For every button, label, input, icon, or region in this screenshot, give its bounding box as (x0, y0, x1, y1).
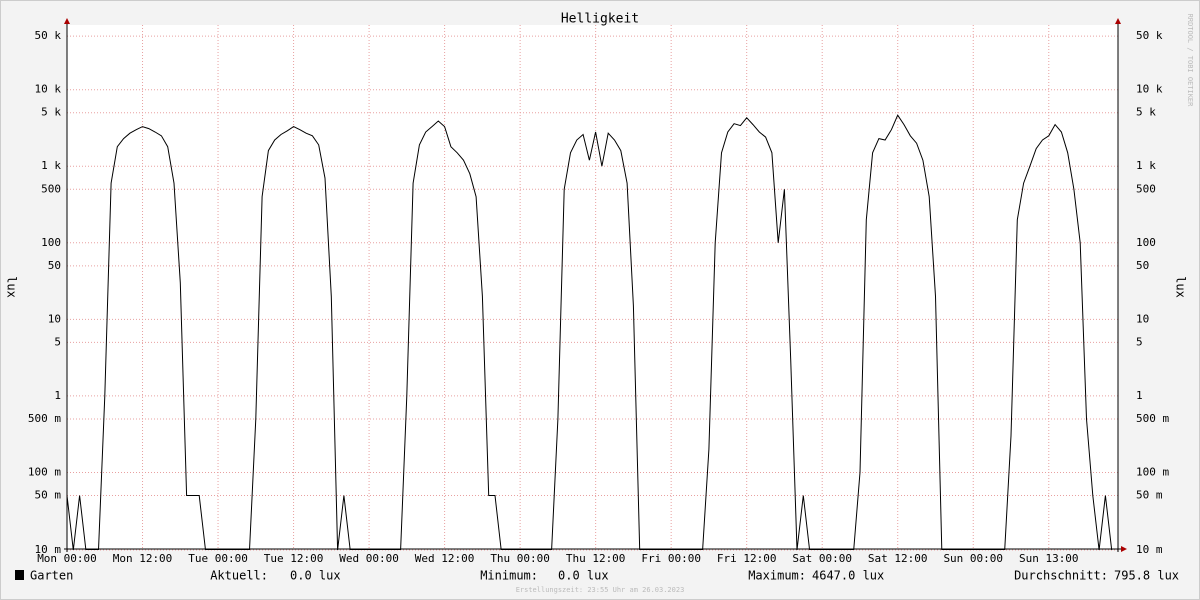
x-tick-label: Mon 00:00 (37, 552, 97, 565)
axis-arrow (1121, 546, 1127, 552)
y-tick-label: 100 (41, 236, 61, 249)
y2-tick-label: 1 k (1136, 159, 1156, 172)
y-tick-label: 500 m (28, 412, 61, 425)
footer: Erstellungszeit: 23:55 Uhr am 26.03.2023 (516, 586, 685, 594)
y-tick-label: 50 m (35, 488, 62, 501)
y2-tick-label: 5 (1136, 335, 1143, 348)
y-tick-label: 10 (48, 312, 61, 325)
y2-axis-label: lux (1174, 276, 1188, 298)
y-tick-label: 100 m (28, 465, 61, 478)
stat-label: Maximum: (748, 569, 806, 583)
stat-value: 0.0 lux (290, 569, 341, 583)
y-axis-label: lux (5, 276, 19, 298)
y2-tick-label: 500 m (1136, 412, 1169, 425)
legend-label: Garten (30, 569, 73, 583)
x-tick-label: Fri 00:00 (641, 552, 701, 565)
x-tick-label: Sun 00:00 (943, 552, 1003, 565)
y-tick-label: 5 k (41, 106, 61, 119)
x-tick-label: Tue 12:00 (264, 552, 324, 565)
axis-arrow (64, 18, 70, 24)
y2-tick-label: 50 (1136, 259, 1149, 272)
x-tick-label: Thu 00:00 (490, 552, 550, 565)
stat-label: Aktuell: (210, 569, 268, 583)
y2-tick-label: 1 (1136, 389, 1143, 402)
y2-tick-label: 10 k (1136, 83, 1163, 96)
y-tick-label: 50 (48, 259, 61, 272)
y2-tick-label: 50 k (1136, 29, 1163, 42)
y-tick-label: 50 k (35, 29, 62, 42)
x-tick-label: Mon 12:00 (113, 552, 173, 565)
x-tick-label: Fri 12:00 (717, 552, 777, 565)
y2-tick-label: 10 m (1136, 543, 1163, 556)
y2-tick-label: 100 m (1136, 465, 1169, 478)
y2-tick-label: 50 m (1136, 488, 1163, 501)
stat-value: 795.8 lux (1114, 569, 1179, 583)
y-tick-label: 10 m (35, 543, 62, 556)
x-tick-label: Wed 12:00 (415, 552, 475, 565)
axis-arrow (1115, 18, 1121, 24)
stat-label: Durchschnitt: (1014, 569, 1108, 583)
plot-area (67, 25, 1118, 549)
x-tick-label: Sun 13:00 (1019, 552, 1079, 565)
y-tick-label: 10 k (35, 83, 62, 96)
x-tick-label: Thu 12:00 (566, 552, 626, 565)
chart-title: Helligkeit (561, 12, 639, 27)
x-tick-label: Sat 00:00 (792, 552, 852, 565)
stat-value: 4647.0 lux (812, 569, 884, 583)
y2-tick-label: 100 (1136, 236, 1156, 249)
data-line (67, 114, 1113, 550)
x-tick-label: Sat 12:00 (868, 552, 928, 565)
y2-tick-label: 5 k (1136, 106, 1156, 119)
x-tick-label: Tue 00:00 (188, 552, 248, 565)
y2-tick-label: 10 (1136, 312, 1149, 325)
x-tick-label: Wed 00:00 (339, 552, 399, 565)
stat-value: 0.0 lux (558, 569, 609, 583)
y-tick-label: 1 k (41, 159, 61, 172)
stat-label: Minimum: (480, 569, 538, 583)
y-tick-label: 1 (54, 389, 61, 402)
watermark: RRDTOOL / TOBI OETIKER (1186, 14, 1194, 108)
y-tick-label: 5 (54, 335, 61, 348)
legend-swatch (15, 570, 24, 580)
y2-tick-label: 500 (1136, 182, 1156, 195)
y-tick-label: 500 (41, 182, 61, 195)
